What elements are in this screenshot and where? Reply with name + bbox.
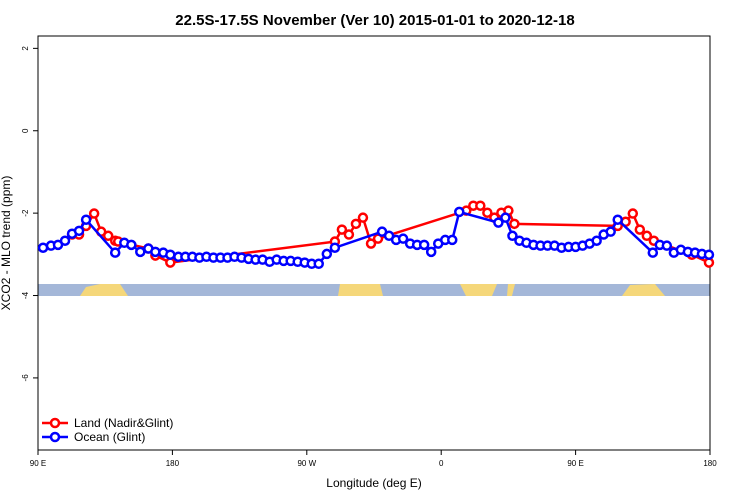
data-point — [135, 246, 146, 258]
data-point — [647, 247, 659, 258]
data-point — [605, 226, 616, 237]
data-point — [509, 218, 520, 230]
data-point — [641, 230, 653, 242]
x-tick-label: 180 — [166, 459, 180, 468]
data-point — [397, 233, 409, 244]
chart-title: 22.5S-17.5S November (Ver 10) 2015-01-01… — [175, 12, 574, 29]
data-point — [313, 258, 324, 270]
data-point — [482, 207, 493, 218]
data-point — [343, 229, 355, 240]
data-point — [634, 224, 646, 235]
data-point — [126, 239, 137, 251]
land-mask — [38, 284, 710, 296]
data-point — [329, 242, 341, 253]
data-point — [447, 234, 458, 246]
data-point — [73, 225, 85, 237]
x-tick-label: 180 — [703, 459, 717, 468]
y-tick-label: -6 — [21, 374, 30, 382]
data-point — [454, 206, 465, 218]
data-point — [661, 240, 673, 251]
data-point — [59, 235, 71, 246]
data-point — [425, 246, 437, 258]
x-tick-label: 0 — [439, 459, 444, 468]
x-tick-label: 90 E — [567, 459, 583, 468]
data-point — [88, 208, 100, 219]
x-tick-label: 90 W — [297, 459, 316, 468]
data-point — [493, 217, 504, 228]
data-point — [321, 248, 333, 260]
y-tick-label: 0 — [21, 128, 30, 133]
data-point — [500, 212, 511, 223]
data-point — [357, 212, 369, 223]
data-point — [165, 249, 176, 260]
y-tick-label: 2 — [21, 46, 30, 51]
legend-label: Ocean (Glint) — [74, 430, 145, 444]
y-tick-label: -2 — [21, 209, 30, 217]
x-tick-label: 90 E — [30, 459, 46, 468]
y-tick-label: -4 — [21, 291, 30, 299]
data-point — [102, 230, 114, 242]
data-point — [350, 218, 362, 230]
data-point — [612, 214, 623, 225]
data-point — [703, 249, 715, 260]
y-axis-label: XCO2 - MLO trend (ppm) — [0, 176, 13, 311]
data-point — [336, 224, 348, 235]
data-point — [475, 200, 486, 211]
plot-frame — [37, 35, 711, 451]
legend-marker — [49, 417, 61, 429]
data-point — [80, 214, 92, 225]
x-axis-label: Longitude (deg E) — [326, 476, 421, 490]
data-point — [418, 239, 430, 251]
data-point — [109, 247, 121, 258]
legend-marker — [49, 431, 61, 443]
data-point — [507, 230, 518, 242]
data-point — [627, 208, 639, 219]
data-point — [591, 235, 602, 246]
legend-label: Land (Nadir&Glint) — [74, 416, 173, 430]
data-point — [365, 238, 377, 249]
